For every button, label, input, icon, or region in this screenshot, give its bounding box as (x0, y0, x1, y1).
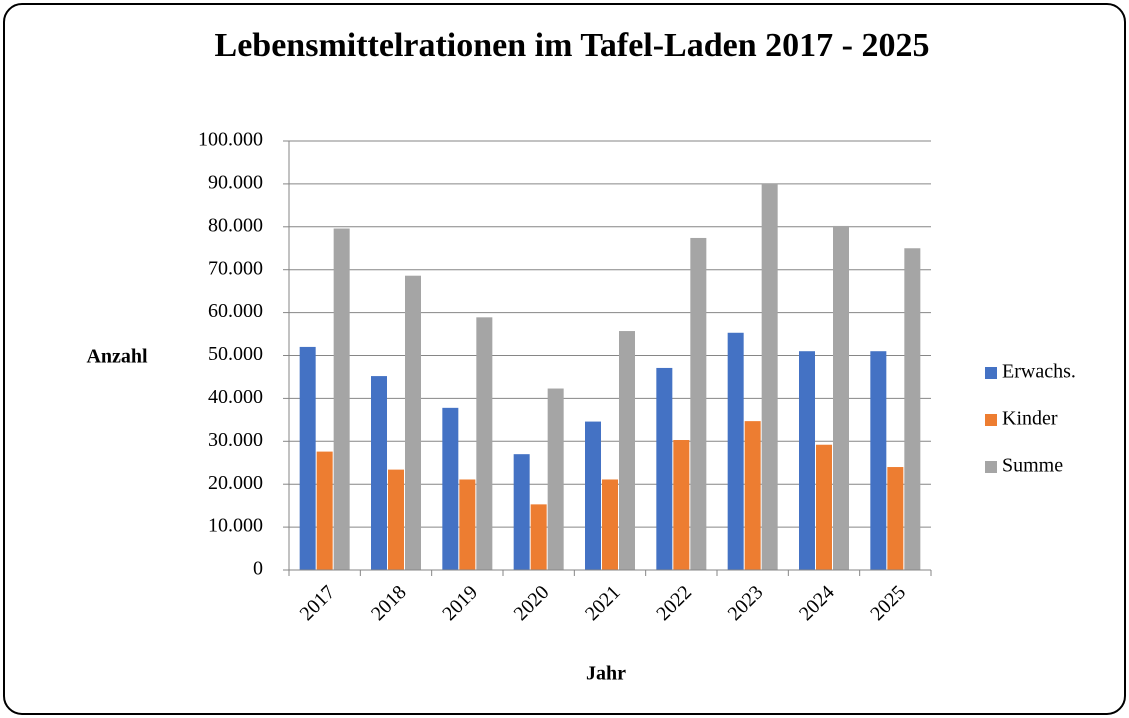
bar (833, 225, 849, 570)
bar (816, 444, 832, 570)
bar (530, 504, 547, 570)
legend-swatch (985, 367, 997, 379)
bar (673, 440, 690, 570)
bar (316, 451, 333, 570)
bar (887, 467, 904, 570)
y-tick-label: 10.000 (208, 515, 263, 537)
bar (388, 469, 404, 570)
bar (870, 351, 887, 570)
y-tick-label: 0 (253, 558, 263, 580)
bar (585, 421, 601, 570)
y-tick-label: 80.000 (208, 214, 263, 236)
legend-swatch (985, 461, 997, 473)
bar (547, 388, 564, 570)
y-tick-label: 90.000 (208, 171, 263, 193)
legend-swatch (985, 414, 997, 426)
bar (799, 351, 815, 570)
y-tick-label: 30.000 (208, 429, 263, 451)
x-axis-label: Jahr (586, 663, 626, 685)
y-tick-label: 40.000 (208, 386, 263, 408)
bar (761, 183, 778, 570)
bar (656, 367, 673, 570)
bar (333, 228, 350, 571)
bar (744, 421, 761, 570)
y-tick-label: 50.000 (208, 343, 263, 365)
chart-title: Lebensmittelrationen im Tafel-Laden 2017… (215, 27, 930, 64)
bar (405, 275, 421, 570)
y-tick-label: 20.000 (208, 472, 263, 494)
legend-label: Kinder (1002, 408, 1058, 430)
y-tick-label: 60.000 (208, 300, 263, 322)
y-tick-label: 70.000 (208, 257, 263, 279)
bar (371, 376, 387, 570)
bar (299, 346, 316, 570)
chart-frame (3, 3, 1126, 715)
bar (690, 237, 707, 571)
bar (442, 407, 459, 570)
bar (727, 332, 744, 570)
legend-label: Summe (1002, 455, 1063, 477)
bar (602, 479, 618, 570)
bar (513, 454, 530, 570)
bar (476, 317, 493, 570)
bar (619, 331, 635, 570)
bar (459, 479, 476, 570)
y-tick-label: 100.000 (198, 129, 263, 151)
bar (904, 248, 921, 570)
legend-label: Erwachs. (1002, 361, 1076, 383)
y-axis-label: Anzahl (86, 346, 148, 368)
